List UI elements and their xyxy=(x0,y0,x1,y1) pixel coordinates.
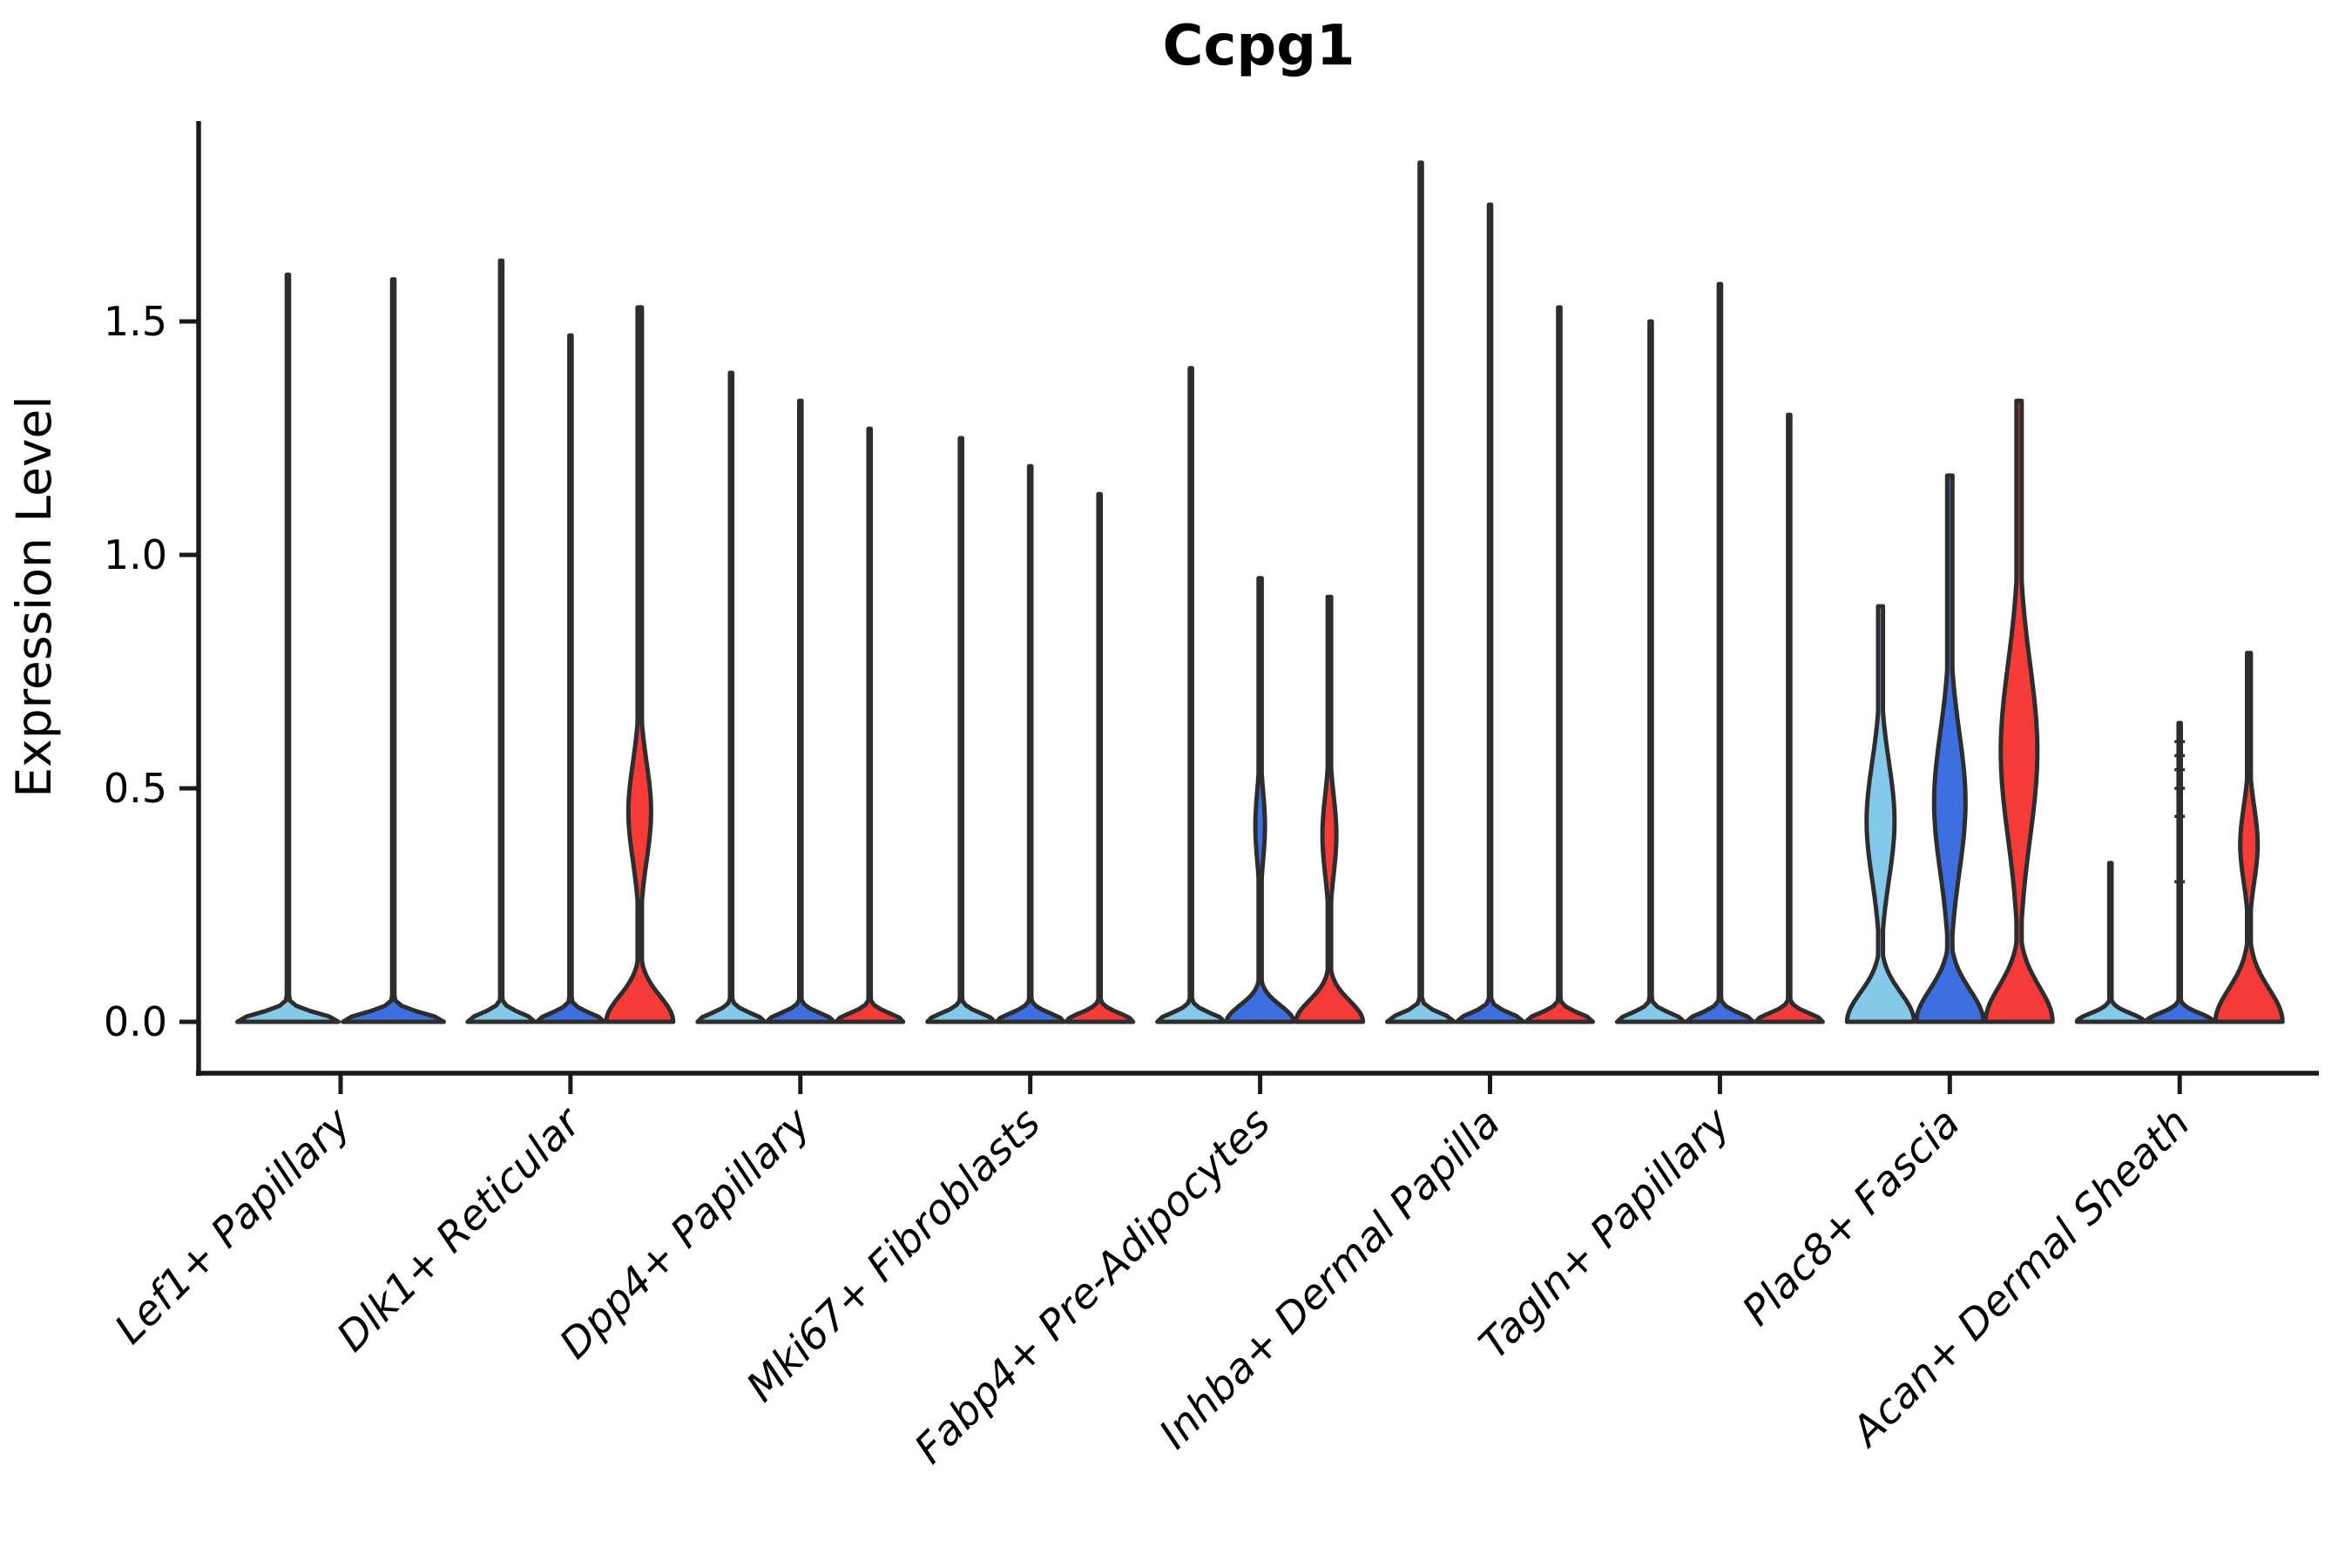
violin-red xyxy=(1983,398,2055,1024)
violin-lightblue xyxy=(465,258,537,1024)
violin-lightblue xyxy=(1844,604,1916,1024)
y-axis-label: Expression Level xyxy=(6,395,62,797)
violin-red xyxy=(1064,491,1136,1024)
x-tick-label: Plac8+ Fascia xyxy=(1734,1099,1970,1335)
violin-red xyxy=(1753,412,1825,1024)
violin-blue xyxy=(1914,473,1986,1024)
violins-layer xyxy=(235,160,2285,1024)
y-axis: 0.0 0.5 1.0 1.5 xyxy=(104,121,2319,1076)
violin-blue xyxy=(534,333,606,1024)
chart-title: Ccpg1 xyxy=(1162,14,1355,78)
violin-blue xyxy=(994,463,1066,1024)
x-tick-label: Dlk1+ Reticular xyxy=(328,1098,591,1362)
violin-blue xyxy=(1454,202,1526,1024)
violin-lightblue xyxy=(695,370,767,1024)
violin-lightblue xyxy=(2074,861,2146,1024)
y-tick-label: 1.5 xyxy=(104,298,167,345)
violin-blue xyxy=(341,277,446,1024)
y-tick-label: 0.5 xyxy=(104,765,167,812)
x-tick-label: Dpp4+ Papillary xyxy=(551,1098,821,1369)
violin-red xyxy=(604,305,676,1024)
violin-lightblue xyxy=(1385,160,1456,1024)
violin-red xyxy=(1524,305,1595,1024)
y-tick-label: 1.0 xyxy=(104,531,167,578)
violin-blue xyxy=(1224,576,1296,1024)
violin-blue xyxy=(1684,281,1756,1024)
violin-lightblue xyxy=(925,436,997,1024)
violin-red xyxy=(1294,594,1366,1024)
x-tick-label: Lef1+ Papillary xyxy=(105,1098,361,1354)
violin-red xyxy=(834,426,906,1024)
violin-blue xyxy=(764,398,836,1024)
y-tick-label: 0.0 xyxy=(104,998,167,1045)
violin-red xyxy=(2213,651,2285,1024)
violin-lightblue xyxy=(1155,366,1227,1024)
violin-lightblue xyxy=(1614,319,1686,1024)
violin-blue xyxy=(2144,720,2216,1024)
x-tick-label: TagIn+ Papillary xyxy=(1470,1098,1740,1369)
violin-lightblue xyxy=(235,272,341,1024)
